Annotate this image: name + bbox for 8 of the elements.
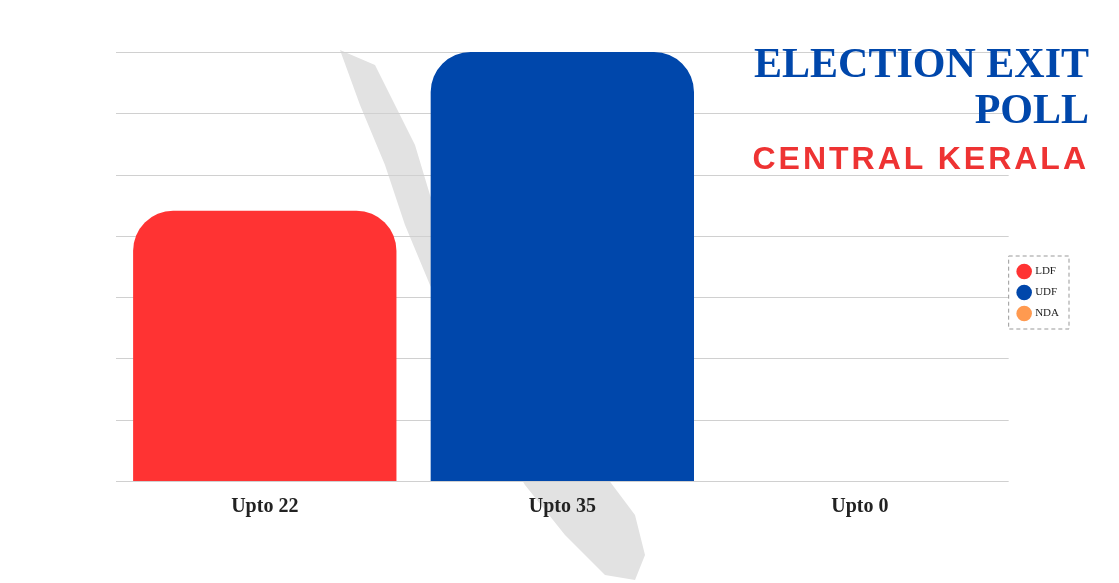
legend-label: NDA (1035, 306, 1060, 319)
chart-title: ELECTION EXIT POLL (753, 40, 1089, 132)
legend-label: LDF (1035, 264, 1056, 277)
x-tick-label: Upto 22 (231, 494, 299, 518)
x-tick-label: Upto 0 (831, 494, 889, 518)
legend-label: UDF (1035, 285, 1058, 298)
x-tick-label: Upto 35 (528, 494, 596, 518)
text: CENTRAL KERALA (751, 140, 1089, 177)
